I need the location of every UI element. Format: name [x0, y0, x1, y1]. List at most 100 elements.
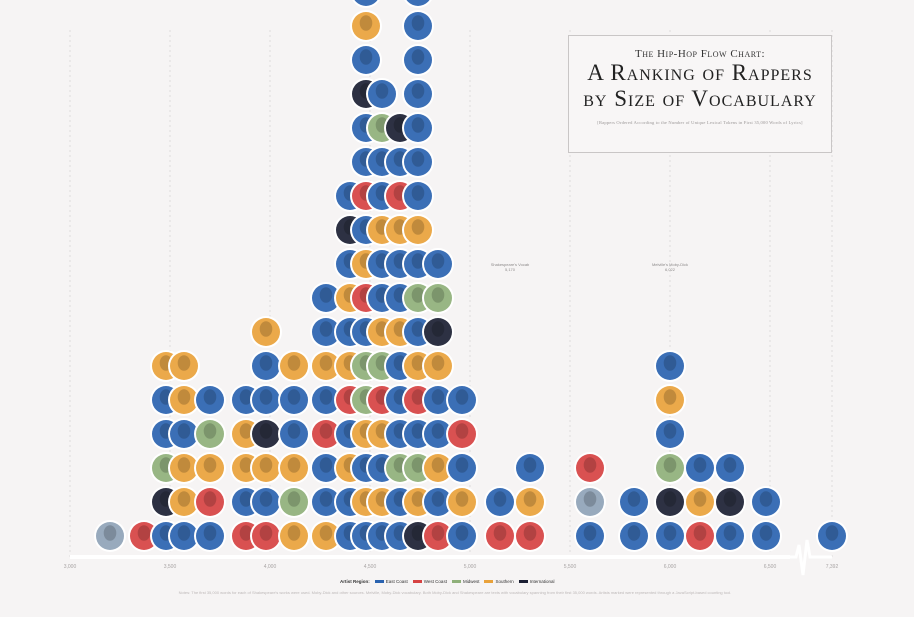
face-shape — [259, 321, 273, 337]
data-point — [448, 488, 476, 516]
face-shape — [411, 151, 425, 167]
data-point — [516, 522, 544, 550]
face-shape — [455, 423, 469, 439]
legend-label: East Coast — [385, 578, 408, 584]
data-point — [486, 522, 514, 550]
data-point — [576, 522, 604, 550]
data-point — [252, 386, 280, 414]
data-point — [354, 0, 378, 6]
data-point — [752, 488, 780, 516]
data-point — [716, 488, 744, 516]
face-shape — [759, 491, 773, 507]
face-shape — [203, 457, 217, 473]
face-shape — [523, 491, 537, 507]
data-point — [196, 522, 224, 550]
title-box: The Hip-Hop Flow Chart: A Ranking of Rap… — [568, 35, 832, 153]
legend-label: International — [529, 578, 555, 584]
face-shape — [287, 355, 301, 371]
x-tick-label: 4,000 — [264, 564, 277, 570]
face-shape — [177, 457, 191, 473]
data-point — [312, 386, 340, 414]
data-point — [196, 386, 224, 414]
face-shape — [287, 457, 301, 473]
legend-swatch — [412, 579, 422, 583]
data-point — [368, 80, 396, 108]
face-shape — [411, 525, 425, 541]
face-shape — [177, 423, 191, 439]
face-shape — [455, 491, 469, 507]
face-shape — [411, 49, 425, 65]
face-shape — [411, 117, 425, 133]
face-shape — [411, 491, 425, 507]
data-point — [312, 522, 340, 550]
face-shape — [663, 423, 677, 439]
data-point — [448, 420, 476, 448]
face-shape — [663, 525, 677, 541]
legend-item-west-coast: West Coast — [412, 579, 447, 584]
data-point — [196, 454, 224, 482]
face-shape — [319, 457, 333, 473]
pulse-icon — [790, 539, 832, 576]
chart-title-line-2: by Size of Vocabulary — [583, 86, 817, 111]
face-shape — [663, 457, 677, 473]
face-shape — [137, 525, 151, 541]
x-tick-label: 6,000 — [664, 564, 677, 570]
x-tick-label: 6,500 — [764, 564, 777, 570]
face-shape — [493, 491, 507, 507]
data-point — [656, 420, 684, 448]
data-point — [448, 386, 476, 414]
face-shape — [627, 525, 641, 541]
data-point — [312, 488, 340, 516]
face-shape — [319, 389, 333, 405]
face-shape — [431, 389, 445, 405]
face-shape — [259, 457, 273, 473]
data-point — [686, 522, 714, 550]
x-tick-label: 3,500 — [164, 564, 177, 570]
face-shape — [359, 15, 373, 31]
face-shape — [411, 321, 425, 337]
face-shape — [493, 525, 507, 541]
face-shape — [259, 355, 273, 371]
legend-swatch — [374, 579, 384, 583]
x-tick-label: 5,500 — [564, 564, 577, 570]
data-point — [486, 488, 514, 516]
data-point — [424, 318, 452, 346]
face-shape — [411, 287, 425, 303]
face-shape — [825, 525, 839, 541]
data-point — [280, 454, 308, 482]
annotation-shakespeare: Shakespeare's Vocab 5,170 — [490, 262, 530, 272]
face-shape — [411, 423, 425, 439]
legend-item-international: International — [518, 578, 555, 584]
data-point — [252, 420, 280, 448]
face-shape — [319, 491, 333, 507]
face-shape — [177, 355, 191, 371]
legend-swatch — [484, 579, 494, 583]
face-shape — [693, 457, 707, 473]
data-point — [196, 488, 224, 516]
face-shape — [663, 491, 677, 507]
face-shape — [259, 525, 273, 541]
face-shape — [431, 457, 445, 473]
data-point — [686, 454, 714, 482]
data-point — [312, 454, 340, 482]
face-shape — [663, 355, 677, 371]
face-shape — [431, 253, 445, 269]
x-tick-label: 7,392 — [826, 564, 839, 570]
data-point — [424, 420, 452, 448]
data-point — [404, 182, 432, 210]
face-shape — [431, 355, 445, 371]
footnotes: Notes: The first 35,000 words for each o… — [178, 590, 732, 595]
data-point — [716, 454, 744, 482]
data-point — [404, 114, 432, 142]
data-point — [424, 352, 452, 380]
face-shape — [411, 15, 425, 31]
x-tick-label: 5,000 — [464, 564, 477, 570]
data-point — [170, 352, 198, 380]
face-shape — [177, 491, 191, 507]
face-shape — [287, 423, 301, 439]
data-point — [352, 12, 380, 40]
chart-supertitle: The Hip-Hop Flow Chart: — [634, 48, 766, 60]
data-point — [352, 46, 380, 74]
legend-item-east-coast: East Coast — [374, 578, 408, 584]
